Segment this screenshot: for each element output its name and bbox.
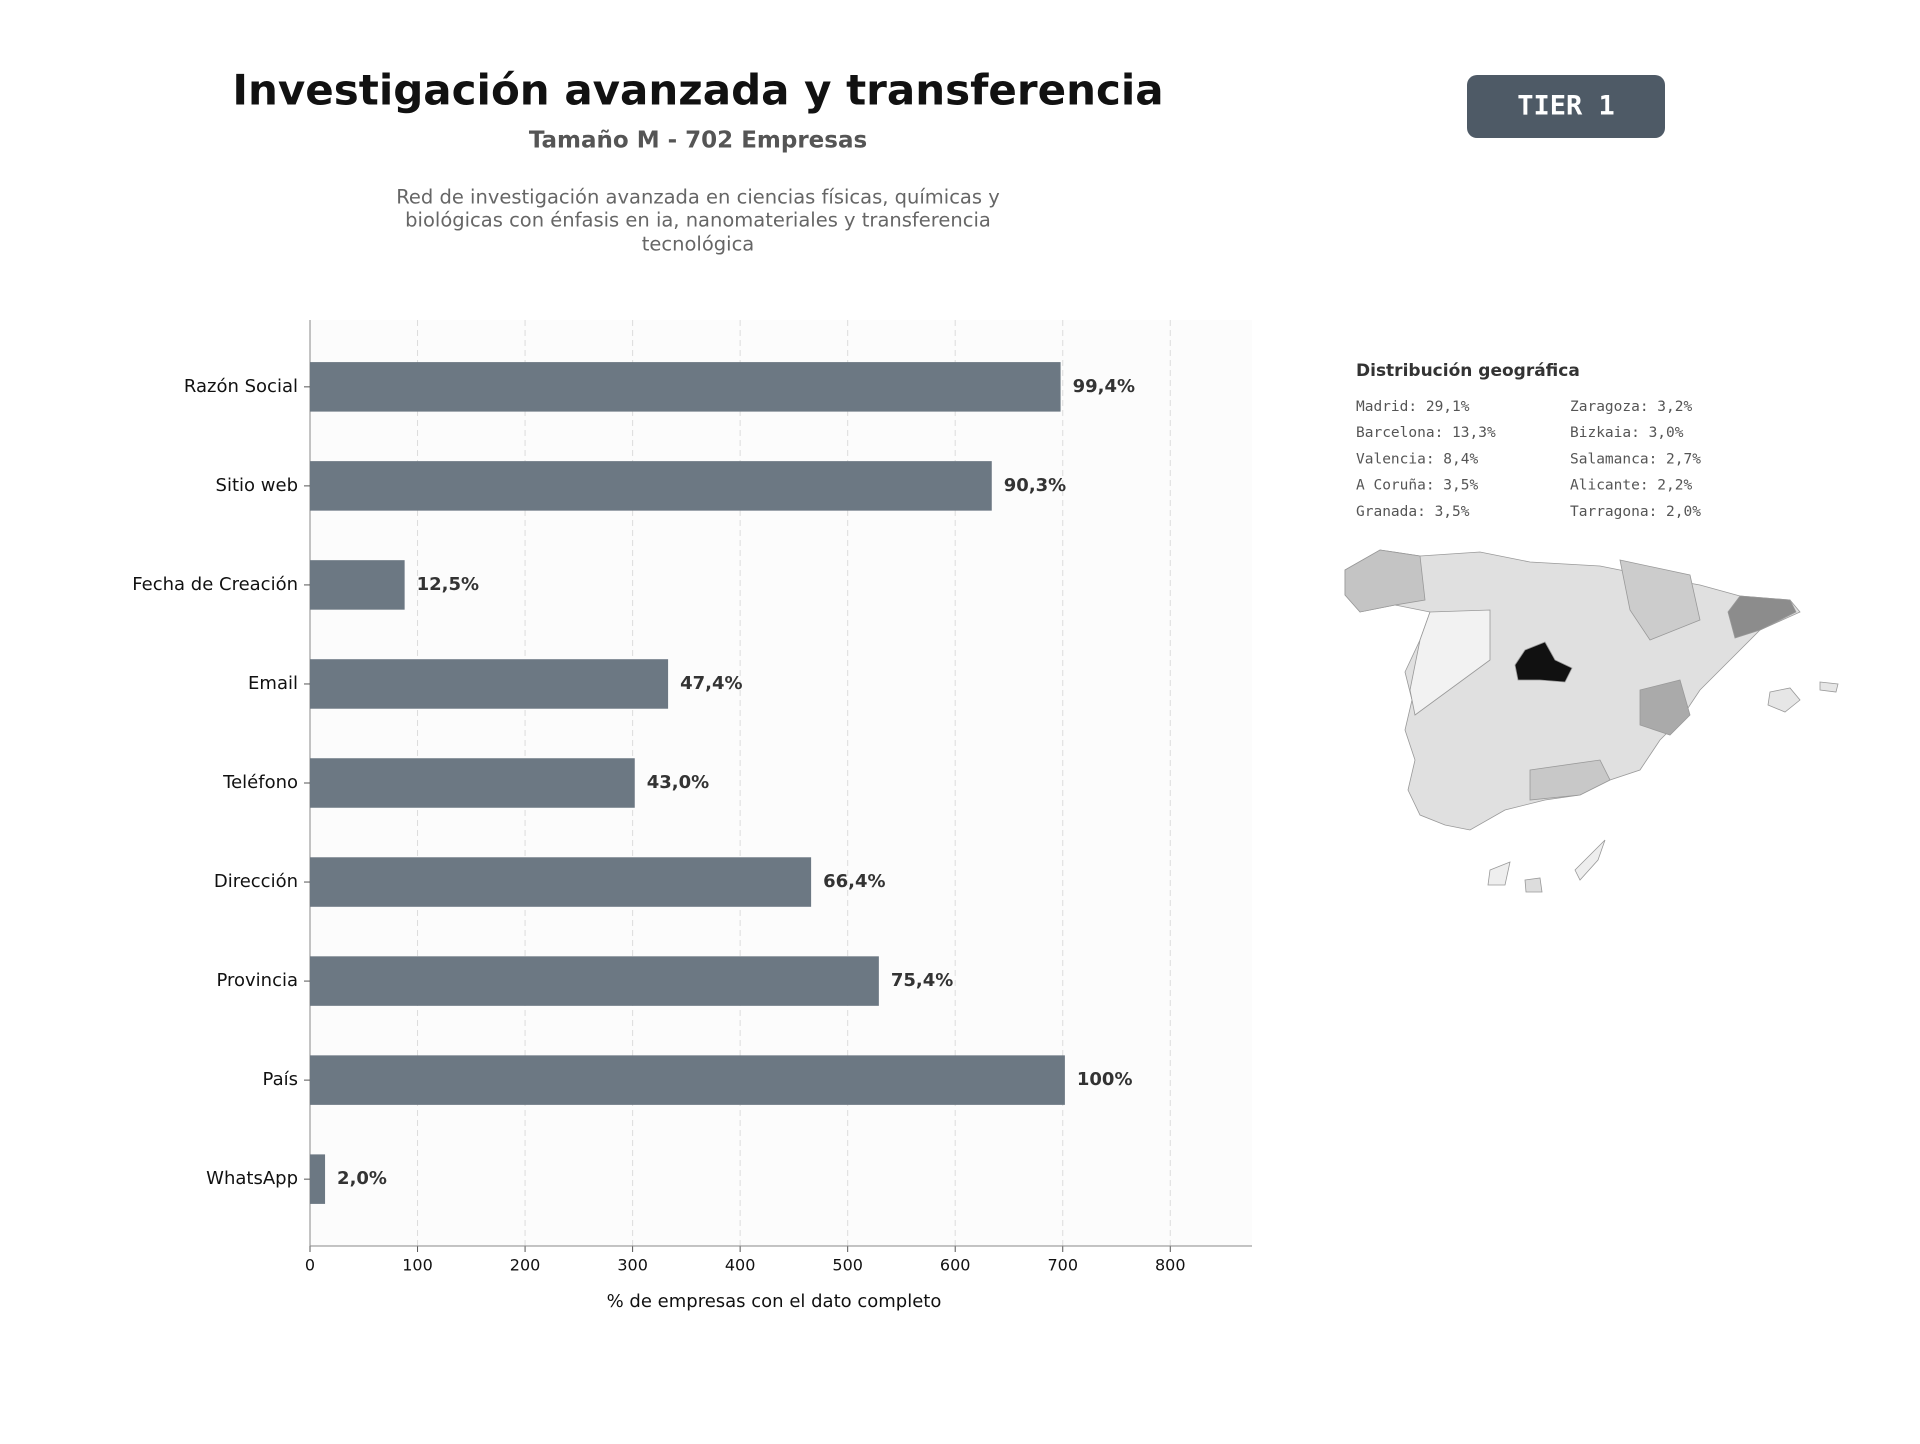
value-label: 90,3% <box>1004 475 1066 496</box>
x-tick-label: 200 <box>510 1256 541 1275</box>
x-tick-label: 700 <box>1047 1256 1078 1275</box>
bar <box>310 362 1061 412</box>
map-legend-entry: Granada: 3,5% <box>1356 504 1470 520</box>
value-label: 75,4% <box>891 970 953 991</box>
map-legend-entry: Valencia: 8,4% <box>1356 451 1478 467</box>
x-tick-label: 800 <box>1155 1256 1186 1275</box>
description-line: Red de investigación avanzada en ciencia… <box>396 186 1000 209</box>
island <box>1819 681 1839 693</box>
map-title: Distribución geográfica <box>1356 361 1580 381</box>
y-tick-label: Dirección <box>214 871 298 892</box>
map-legend-entry: Madrid: 29,1% <box>1356 399 1470 415</box>
island <box>1487 861 1511 886</box>
x-tick-label: 500 <box>832 1256 863 1275</box>
x-tick-label: 600 <box>940 1256 971 1275</box>
region <box>1409 609 1491 716</box>
y-tick-label: Sitio web <box>216 475 298 496</box>
y-tick-label: Razón Social <box>184 376 298 397</box>
y-tick-label: País <box>263 1069 298 1090</box>
value-label: 66,4% <box>823 871 885 892</box>
region <box>1344 549 1426 613</box>
map-legend-entry: Bizkaia: 3,0% <box>1570 425 1684 441</box>
y-tick-label: Email <box>248 673 298 694</box>
value-label: 47,4% <box>680 673 742 694</box>
map-legend-entry: Zaragoza: 3,2% <box>1570 399 1692 415</box>
x-tick-label: 100 <box>402 1256 433 1275</box>
region-barcelona <box>1727 595 1797 639</box>
bar <box>310 1055 1065 1105</box>
region-madrid <box>1514 641 1573 683</box>
bar <box>310 1154 326 1204</box>
map-legend: Madrid: 29,1% Zaragoza: 3,2% Barcelona: 13… <box>1356 399 1701 520</box>
bar <box>310 560 405 610</box>
x-tick-label: 0 <box>305 1256 315 1275</box>
x-axis-label: % de empresas con el dato completo <box>607 1291 942 1312</box>
island <box>1524 877 1543 893</box>
x-tick-label: 400 <box>725 1256 756 1275</box>
y-tick-label: WhatsApp <box>206 1168 298 1189</box>
bar <box>310 857 812 907</box>
map-legend-entry: Salamanca: 2,7% <box>1570 451 1701 467</box>
map <box>1344 549 1839 893</box>
value-label: 2,0% <box>337 1168 387 1189</box>
y-tick-label: Teléfono <box>222 772 298 793</box>
subtitle: Tamaño M - 702 Empresas <box>529 128 867 154</box>
map-legend-entry: Tarragona: 2,0% <box>1570 504 1701 520</box>
x-tick-label: 300 <box>617 1256 648 1275</box>
region <box>1529 759 1611 801</box>
badge-text: TIER 1 <box>1517 91 1615 122</box>
description-line: biológicas con énfasis en ia, nanomateri… <box>405 209 991 232</box>
map-legend-entry: Barcelona: 13,3% <box>1356 425 1496 441</box>
bar <box>310 956 879 1006</box>
value-label: 43,0% <box>647 772 709 793</box>
value-label: 100% <box>1077 1069 1133 1090</box>
plot: 0 100 200 300 400 500 600 700 800 % de empresas c… <box>132 320 1252 1312</box>
description-line: tecnológica <box>642 233 754 256</box>
title: Investigación avanzada y transferencia <box>232 66 1163 115</box>
island <box>1574 839 1606 881</box>
map-legend-entry: Alicante: 2,2% <box>1570 478 1692 494</box>
map-legend-entry: A Coruña: 3,5% <box>1356 478 1478 494</box>
region-valencia <box>1639 679 1691 736</box>
value-label: 12,5% <box>417 574 479 595</box>
y-tick-label: Fecha de Creación <box>132 574 298 595</box>
value-label: 99,4% <box>1073 376 1135 397</box>
island <box>1767 687 1801 713</box>
bar <box>310 758 635 808</box>
region <box>1619 559 1701 641</box>
badge <box>1467 75 1665 138</box>
y-tick-label: Provincia <box>216 970 298 991</box>
bar <box>310 659 669 709</box>
bar <box>310 461 992 511</box>
